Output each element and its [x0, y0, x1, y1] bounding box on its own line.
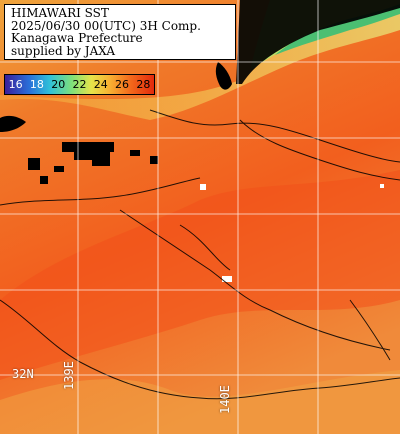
legend-value-22: 22 [72, 78, 87, 91]
warm-band [0, 170, 400, 380]
longitude-label-139: 139E [62, 361, 76, 390]
cool-south-region [0, 370, 400, 434]
title-region: Kanagawa Prefecture [11, 31, 143, 45]
longitude-label-140: 140E [218, 385, 232, 414]
legend-value-26: 26 [115, 78, 130, 91]
land-north [236, 0, 400, 84]
title-product: HIMAWARI SST [11, 6, 109, 20]
legend-value-20: 20 [51, 78, 66, 91]
legend-value-24: 24 [93, 78, 108, 91]
cloud-specks [200, 184, 384, 282]
sst-contours [0, 109, 400, 400]
title-box: HIMAWARI SST 2025/06/30 00(UTC) 3H Comp.… [4, 4, 236, 60]
legend-value-28: 28 [136, 78, 151, 91]
missing-data-blocks [28, 142, 158, 184]
land-west-coast [0, 115, 26, 132]
legend-value-18: 18 [29, 78, 44, 91]
land-peninsula [215, 62, 232, 90]
title-credit: supplied by JAXA [11, 43, 116, 58]
latitude-label: 32N [12, 367, 34, 381]
title-datetime: 2025/06/30 00(UTC) 3H Comp. [11, 18, 201, 33]
legend-value-16: 16 [8, 78, 23, 91]
temperature-legend: 16 18 20 22 24 26 28 [4, 74, 155, 95]
